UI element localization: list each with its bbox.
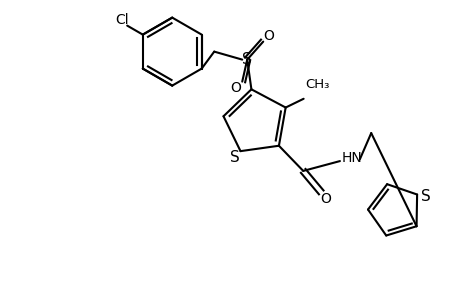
Text: O: O: [262, 28, 273, 43]
Text: S: S: [229, 150, 239, 165]
Text: S: S: [242, 52, 252, 67]
Text: O: O: [230, 81, 240, 94]
Text: CH₃: CH₃: [305, 78, 329, 91]
Text: O: O: [319, 192, 330, 206]
Text: HN: HN: [341, 151, 362, 165]
Text: Cl: Cl: [115, 13, 129, 27]
Text: S: S: [420, 189, 430, 204]
